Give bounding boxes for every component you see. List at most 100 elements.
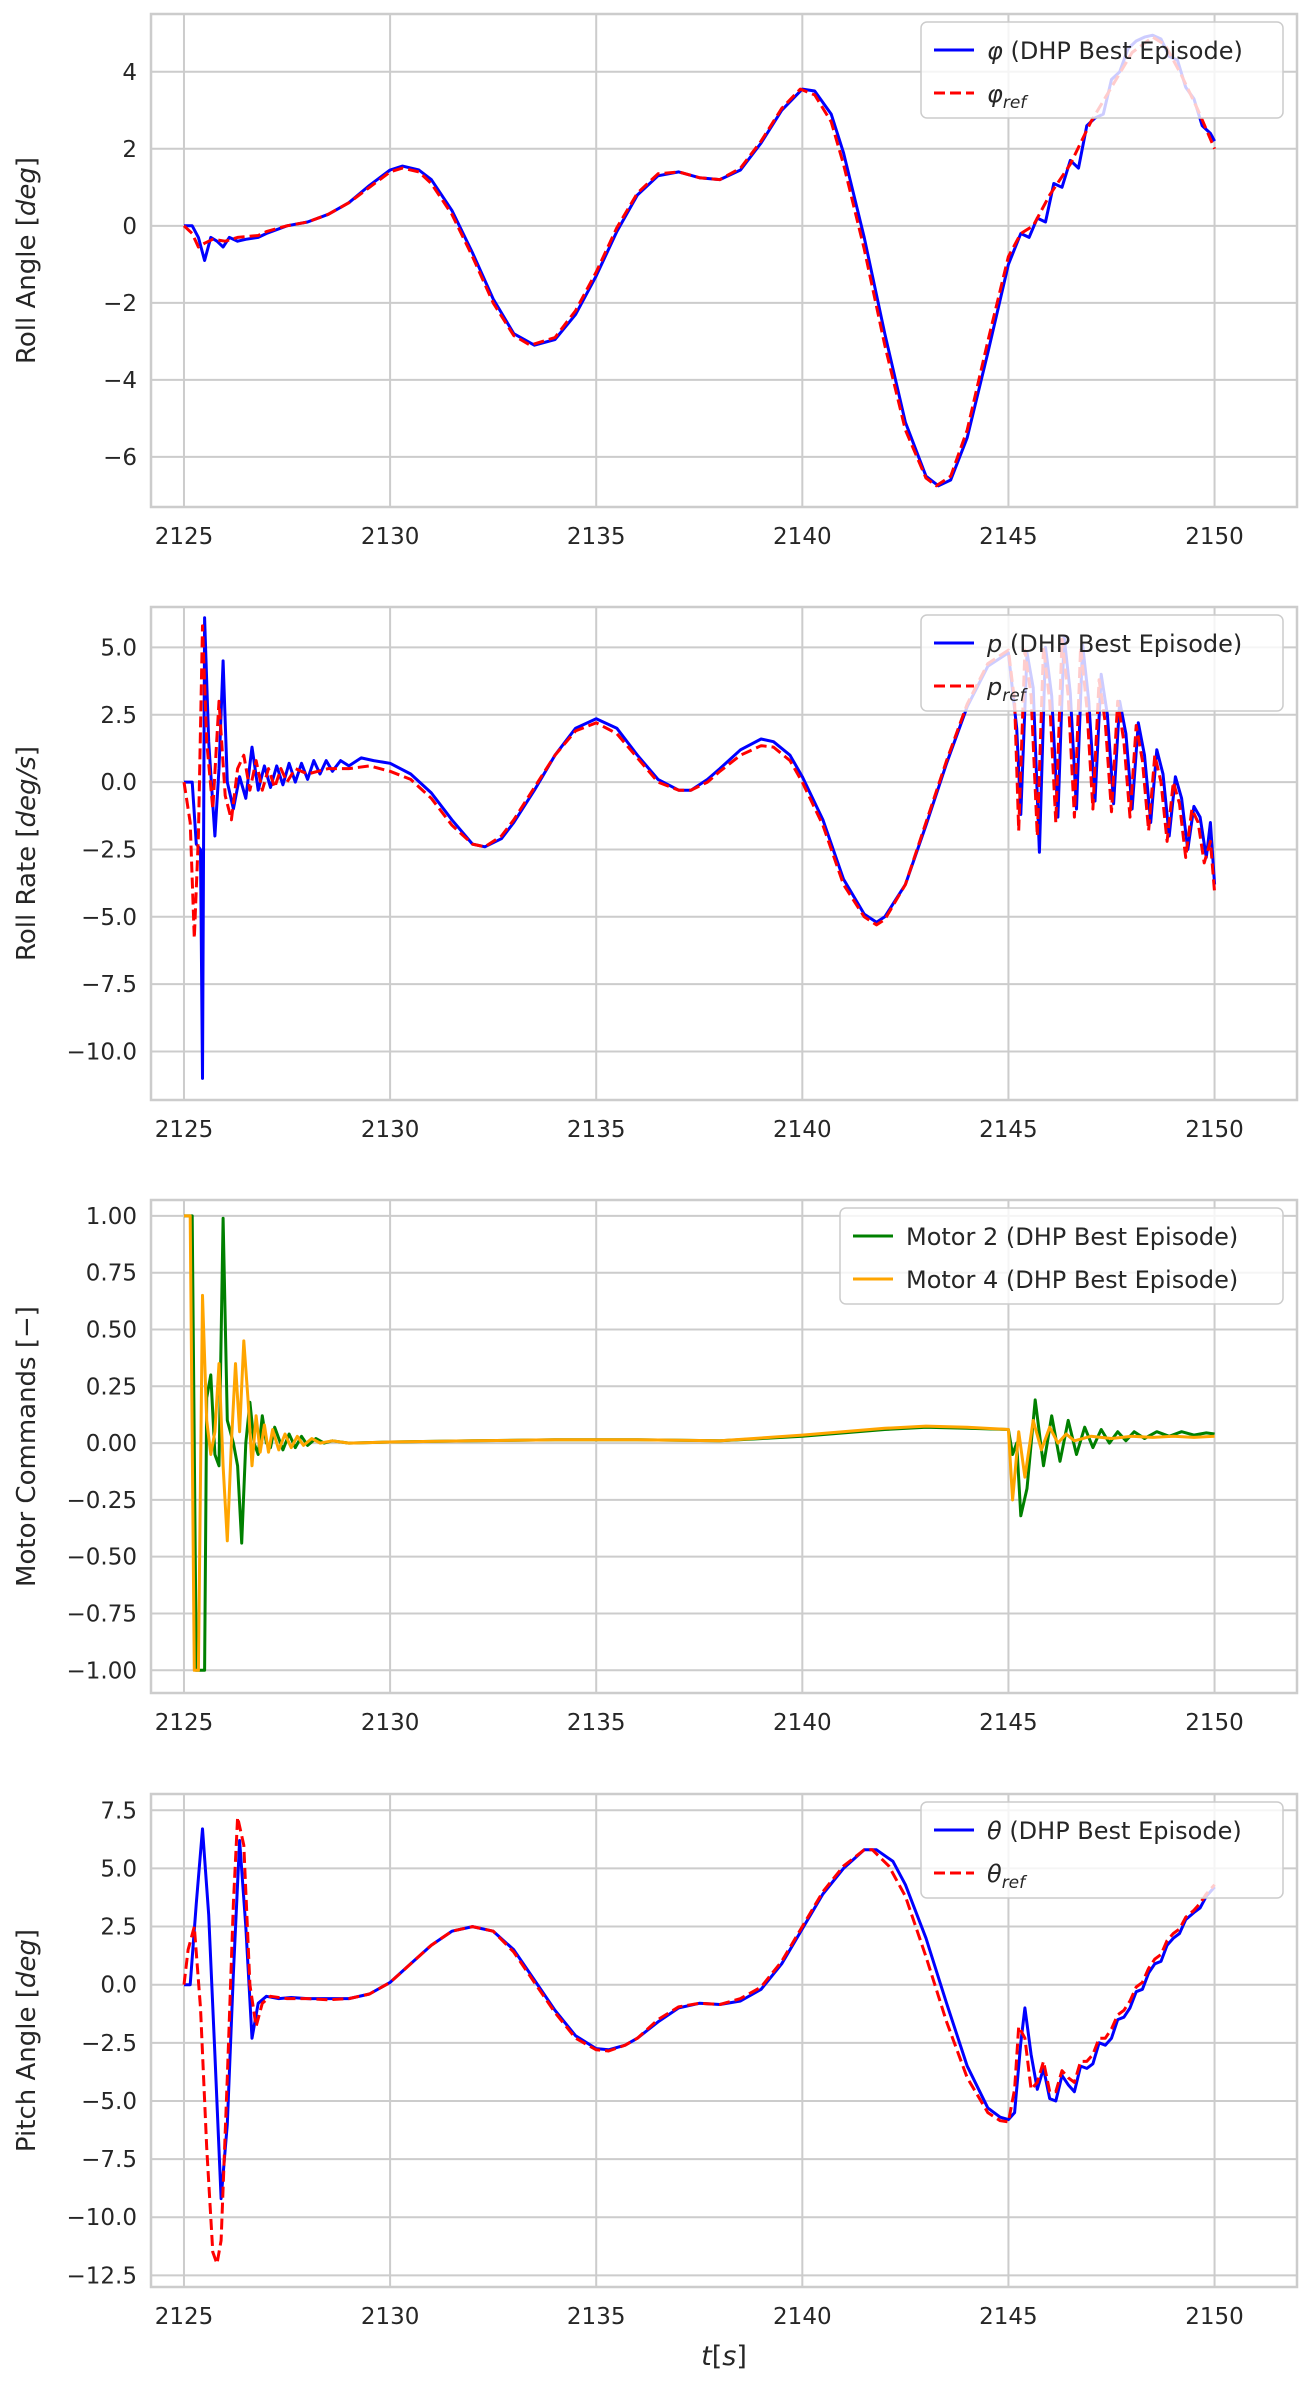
y-axis-label-bracket: ] [12,1929,42,1939]
y-tick-label: −1.00 [67,1658,137,1684]
y-tick-label: 2.5 [100,1915,137,1941]
series-lines [184,1214,1215,1672]
y-axis-label-text: Pitch Angle [ [12,1988,42,2152]
plot-frame [149,12,1299,509]
series-line-2 [182,624,1217,940]
legend-symbol: p [986,630,1002,658]
legend: p (DHP Best Episode)pref [920,614,1284,712]
x-tick-label: 2125 [155,524,214,550]
x-tick-label: 2150 [1185,1117,1244,1143]
legend-text: Motor 2 (DHP Best Episode) [906,1223,1238,1251]
x-tick-label: 2125 [155,1117,214,1143]
y-axis-label: Pitch Angle [deg] [12,1929,42,2152]
y-tick-label: 5.0 [100,1856,137,1882]
y-tick-label: −5.0 [81,2089,137,2115]
y-axis-label-unit: deg/s [12,756,42,827]
x-tick-label: 2140 [773,1710,832,1736]
y-tick-label: 2.5 [100,703,137,729]
legend-label: θref [987,1860,1028,1893]
legend-subscript: ref [1003,93,1029,113]
legend-subscript: ref [1002,1873,1028,1893]
y-axis-label-text: Roll Rate [ [12,827,42,961]
y-tick-label: 0.0 [100,1973,137,1999]
x-tick-label: 2145 [979,2304,1038,2330]
y-tick-label: −7.5 [81,972,137,998]
legend-box [920,21,1284,119]
legend-symbol: θ [987,1817,1002,1845]
legend-box [839,1207,1284,1305]
x-tick-label: 2140 [773,524,832,550]
legend: Motor 2 (DHP Best Episode) Motor 4 (DHP B… [839,1207,1284,1305]
x-tick-label: 2140 [773,1117,832,1143]
y-tick-label: 0.50 [86,1317,137,1343]
y-axis-label-bracket: ] [12,1306,42,1316]
series-line-2 [182,1815,1216,2266]
y-tick-label: 4 [122,60,137,86]
y-tick-label: −0.50 [67,1545,137,1571]
x-tick-label: 2145 [979,1710,1038,1736]
series-line-2 [184,1214,1215,1672]
subplot-2: 2125 2130 2135 2140 2145 2150 −10.0 −7.5 −5.0 −2.… [12,605,1299,1143]
x-tick-label: 2150 [1185,1710,1244,1736]
y-tick-label: −2 [103,291,137,317]
x-tick-label: 2150 [1185,2304,1244,2330]
legend-label: Motor 4 (DHP Best Episode) [906,1266,1238,1294]
legend-symbol: φ [987,80,1003,108]
plot-frame [149,1198,1299,1695]
x-tick-label: 2135 [567,1117,626,1143]
legend-label: Motor 2 (DHP Best Episode) [906,1223,1238,1251]
legend-text: Motor 4 (DHP Best Episode) [906,1266,1238,1294]
series-line-2 [182,35,1216,488]
y-tick-label: −10.0 [67,2205,137,2231]
y-tick-label: 2 [122,137,137,163]
x-tick-label: 2140 [773,2304,832,2330]
y-axis-label: Roll Rate [deg/s] [12,746,42,961]
legend-text: (DHP Best Episode) [1002,1817,1242,1845]
plot-frame [149,605,1299,1102]
legend-label: φref [987,80,1029,113]
x-tick-label: 2145 [979,1117,1038,1143]
legend-text: (DHP Best Episode) [1002,630,1242,658]
y-tick-label: −6 [103,445,137,471]
legend-label: pref [986,673,1029,706]
x-tick-label: 2130 [361,1710,420,1736]
x-axis-label-var: t [701,2341,713,2372]
x-tick-label: 2135 [567,2304,626,2330]
legend: θ (DHP Best Episode) θref [920,1801,1284,1899]
y-tick-label: 0.00 [86,1431,137,1457]
y-tick-label: −2.5 [81,2031,137,2057]
y-axis-label-bracket: ] [12,157,42,167]
legend-label: p (DHP Best Episode) [986,630,1242,658]
y-axis-label: Motor Commands [−] [12,1306,42,1587]
legend-text: (DHP Best Episode) [1003,37,1243,65]
x-axis-label-unit: s [722,2341,736,2372]
legend-box [920,1801,1284,1899]
y-tick-label: −0.75 [67,1601,137,1627]
x-tick-label: 2130 [361,524,420,550]
y-tick-label: 0.75 [86,1261,137,1287]
y-axis-label: Roll Angle [deg] [12,157,42,364]
x-tick-label: 2135 [567,1710,626,1736]
x-tick-label: 2150 [1185,524,1244,550]
legend-box [920,614,1284,712]
y-axis-label-unit: deg [12,167,42,216]
series-line-1 [184,1827,1216,2201]
series-line-1 [184,616,1217,1080]
y-tick-label: −2.5 [81,837,137,863]
y-tick-label: −12.5 [67,2263,137,2289]
legend-subscript: ref [1002,686,1028,706]
x-tick-label: 2145 [979,524,1038,550]
y-axis-label-text: Roll Angle [ [12,216,42,364]
legend: φ (DHP Best Episode) φref [920,21,1284,119]
x-tick-label: 2130 [361,1117,420,1143]
y-tick-label: −10.0 [67,1040,137,1066]
y-tick-label: 1.00 [86,1204,137,1230]
legend-symbol: p [986,673,1002,701]
x-axis-label-bracket: [ [712,2341,723,2372]
x-tick-label: 2130 [361,2304,420,2330]
x-tick-label: 2125 [155,2304,214,2330]
grid-lines [151,1200,1297,1693]
x-tick-label: 2125 [155,1710,214,1736]
y-tick-label: −4 [103,368,137,394]
